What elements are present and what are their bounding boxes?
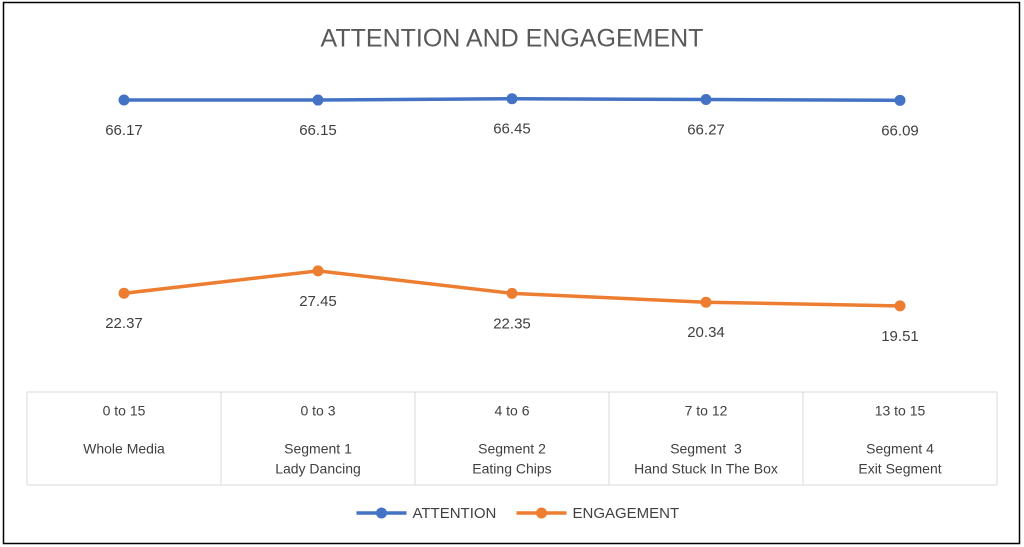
data-label: 66.15: [299, 122, 337, 139]
data-label: 66.17: [105, 122, 143, 139]
data-point: [506, 93, 518, 105]
data-point: [894, 94, 906, 106]
data-point: [700, 94, 712, 106]
x-category-label: 0 to 15: [103, 403, 146, 419]
data-label: 20.34: [687, 324, 725, 341]
data-label: 66.27: [687, 121, 725, 138]
data-point: [118, 94, 130, 106]
data-label: 66.45: [493, 121, 531, 138]
x-category-label: 7 to 12: [685, 403, 728, 419]
chart-title: ATTENTION AND ENGAGEMENT: [321, 25, 704, 53]
data-label: 22.37: [105, 315, 143, 332]
x-category-label: Eating Chips: [472, 461, 551, 477]
data-label: 66.09: [881, 122, 919, 139]
data-point: [506, 287, 518, 299]
x-category-label: Segment 2: [478, 441, 546, 457]
legend-label: ENGAGEMENT: [573, 505, 680, 522]
data-label: 22.35: [493, 315, 531, 332]
x-category-label: Hand Stuck In The Box: [634, 461, 778, 477]
data-point: [700, 296, 712, 308]
data-point: [118, 287, 130, 299]
x-category-label: Exit Segment: [858, 461, 941, 477]
data-point: [894, 300, 906, 312]
data-label: 27.45: [299, 293, 337, 310]
data-label: 19.51: [881, 328, 919, 345]
legend-marker: [376, 507, 387, 519]
x-category-label: 0 to 3: [300, 403, 335, 419]
data-point: [312, 94, 324, 106]
x-category-label: Segment 3: [670, 441, 742, 457]
x-category-label: Segment 1: [284, 441, 352, 457]
x-category-label: Segment 4: [866, 441, 934, 457]
x-category-label: 13 to 15: [875, 403, 926, 419]
category-table: [26, 391, 998, 486]
data-point: [312, 265, 324, 277]
legend-label: ATTENTION: [413, 505, 497, 522]
x-category-label: Lady Dancing: [275, 461, 361, 477]
legend-marker: [536, 507, 547, 519]
x-category-label: Whole Media: [83, 441, 165, 457]
x-category-label: 4 to 6: [494, 403, 529, 419]
